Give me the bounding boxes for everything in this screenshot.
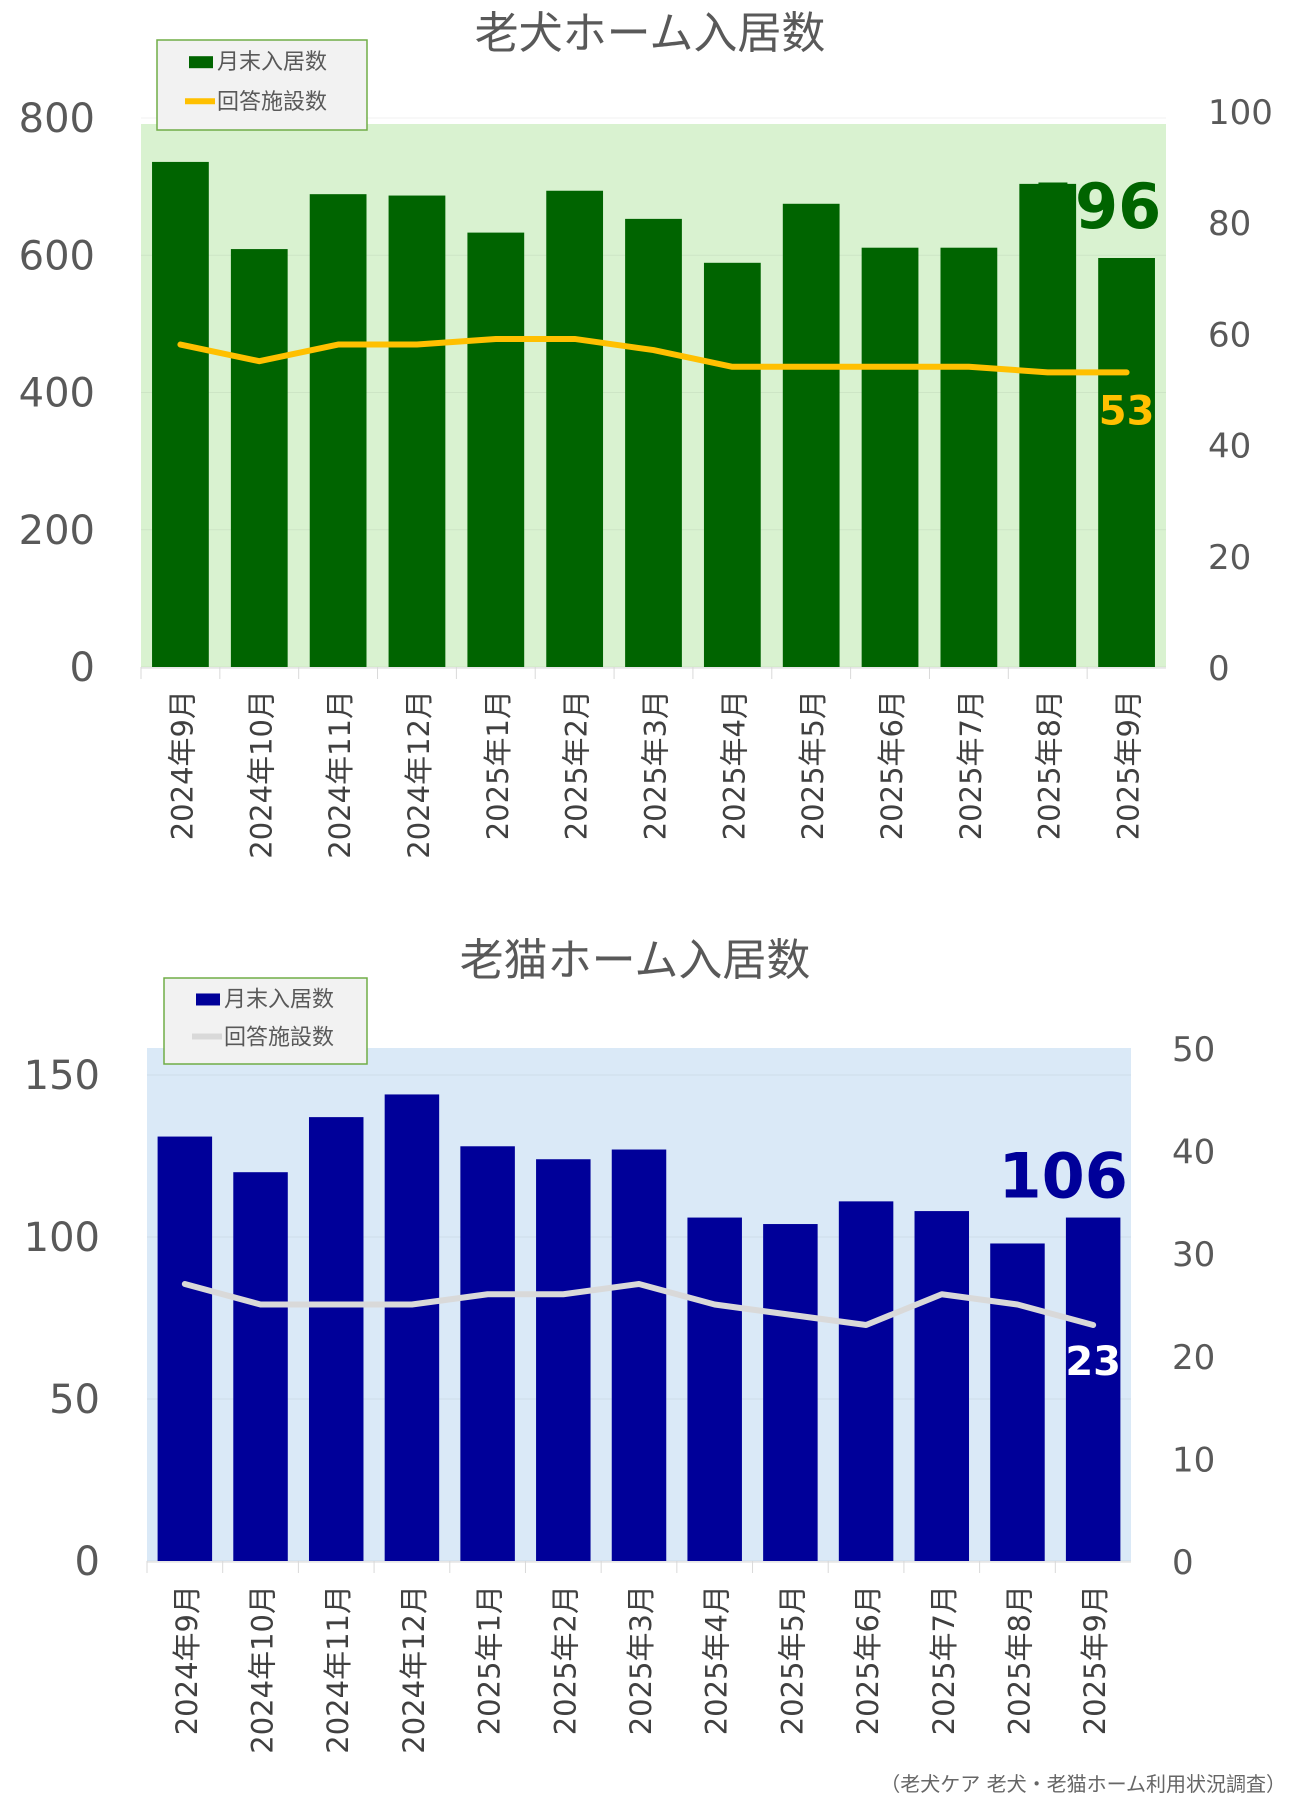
x-tick-label: 2025年6月 — [875, 690, 909, 840]
x-tick-label: 2025年3月 — [624, 1585, 658, 1735]
legend-bar-swatch — [189, 56, 213, 69]
legend-label: 回答施設数 — [217, 90, 327, 115]
right-axis-tick-label: 80 — [1208, 204, 1251, 244]
x-tick-label: 2025年1月 — [473, 1585, 507, 1735]
left-axis-tick-label: 150 — [24, 1053, 100, 1099]
x-tick-label: 2024年11月 — [323, 690, 357, 859]
right-axis-tick-label: 20 — [1172, 1338, 1215, 1378]
right-axis-tick-label: 40 — [1208, 427, 1251, 467]
bar — [546, 190, 604, 667]
legend-label: 月末入居数 — [224, 987, 334, 1012]
x-tick-label: 2025年6月 — [851, 1585, 885, 1735]
left-axis-tick-label: 0 — [75, 1539, 100, 1585]
bar — [309, 194, 367, 667]
x-tick-label: 2025年1月 — [481, 690, 515, 840]
bar — [384, 1094, 440, 1561]
line-data-label: 53 — [1099, 388, 1155, 434]
bar-data-label: 106 — [998, 1140, 1127, 1213]
bar — [990, 1243, 1045, 1561]
x-tick-label: 2025年5月 — [775, 1585, 809, 1735]
bar — [1065, 1217, 1121, 1561]
right-axis-tick-label: 30 — [1172, 1235, 1215, 1275]
bar — [782, 203, 840, 667]
x-tick-label: 2024年9月 — [165, 690, 199, 840]
line-data-label: 23 — [1065, 1339, 1121, 1385]
chart-title: 老猫ホーム入居数 — [460, 935, 811, 986]
x-tick-label: 2025年4月 — [717, 690, 751, 840]
bar — [687, 1217, 742, 1561]
right-axis-tick-label: 50 — [1172, 1030, 1215, 1070]
x-tick-label: 2025年5月 — [796, 690, 830, 840]
bar — [152, 161, 209, 668]
bar — [940, 247, 998, 668]
x-tick-label: 2025年3月 — [639, 690, 673, 840]
bar — [763, 1224, 818, 1561]
x-tick-label: 2025年7月 — [954, 690, 988, 840]
right-axis-tick-label: 10 — [1172, 1440, 1215, 1480]
left-axis-tick-label: 100 — [24, 1215, 100, 1261]
x-tick-label: 2025年4月 — [700, 1585, 734, 1735]
left-axis-tick-label: 0 — [70, 645, 95, 691]
x-tick-label: 2024年12月 — [397, 1585, 431, 1754]
x-tick-label: 2024年10月 — [244, 690, 278, 859]
x-tick-label: 2025年7月 — [927, 1585, 961, 1735]
bar — [838, 1201, 894, 1561]
bar — [914, 1211, 970, 1561]
bar — [1019, 183, 1077, 667]
x-tick-label: 2025年8月 — [1002, 1585, 1036, 1735]
left-axis-tick-label: 200 — [19, 508, 95, 554]
x-tick-label: 2025年9月 — [1112, 690, 1146, 840]
bar — [157, 1136, 213, 1561]
right-axis-tick-label: 100 — [1208, 93, 1273, 133]
bar — [230, 249, 288, 668]
left-axis-tick-label: 600 — [19, 233, 95, 279]
bar — [233, 1172, 288, 1561]
right-axis-tick-label: 0 — [1172, 1543, 1194, 1583]
x-tick-label: 2025年9月 — [1078, 1585, 1112, 1735]
source-note: （老犬ケア 老犬・老猫ホーム利用状況調査） — [880, 1772, 1286, 1796]
left-axis-tick-label: 400 — [19, 371, 95, 417]
legend-label: 月末入居数 — [217, 50, 327, 75]
x-tick-label: 2024年9月 — [170, 1585, 204, 1735]
bar — [388, 195, 446, 667]
right-axis-tick-label: 40 — [1172, 1133, 1215, 1173]
left-axis-tick-label: 50 — [49, 1377, 100, 1423]
x-tick-label: 2024年12月 — [402, 690, 436, 859]
bar-data-label: 596 — [1032, 170, 1161, 243]
legend — [156, 39, 368, 131]
bar — [467, 232, 525, 667]
x-tick-label: 2025年2月 — [560, 690, 594, 840]
legend — [163, 977, 368, 1065]
x-tick-label: 2025年8月 — [1033, 690, 1067, 840]
chart-title: 老犬ホーム入居数 — [475, 8, 826, 59]
legend-label: 回答施設数 — [224, 1025, 334, 1050]
bar — [611, 1149, 667, 1561]
right-axis-tick-label: 0 — [1208, 649, 1230, 689]
bar — [536, 1159, 591, 1561]
x-tick-label: 2025年2月 — [548, 1585, 582, 1735]
bar — [861, 247, 919, 668]
bar — [1098, 257, 1155, 667]
left-axis-tick-label: 800 — [19, 96, 95, 142]
x-tick-label: 2024年11月 — [321, 1585, 355, 1754]
bar — [308, 1117, 364, 1561]
right-axis-tick-label: 20 — [1208, 538, 1251, 578]
right-axis-tick-label: 60 — [1208, 315, 1251, 355]
bar — [703, 262, 761, 667]
bar — [460, 1146, 515, 1561]
legend-bar-swatch — [196, 993, 220, 1006]
bar — [625, 218, 682, 667]
x-tick-label: 2024年10月 — [246, 1585, 280, 1754]
